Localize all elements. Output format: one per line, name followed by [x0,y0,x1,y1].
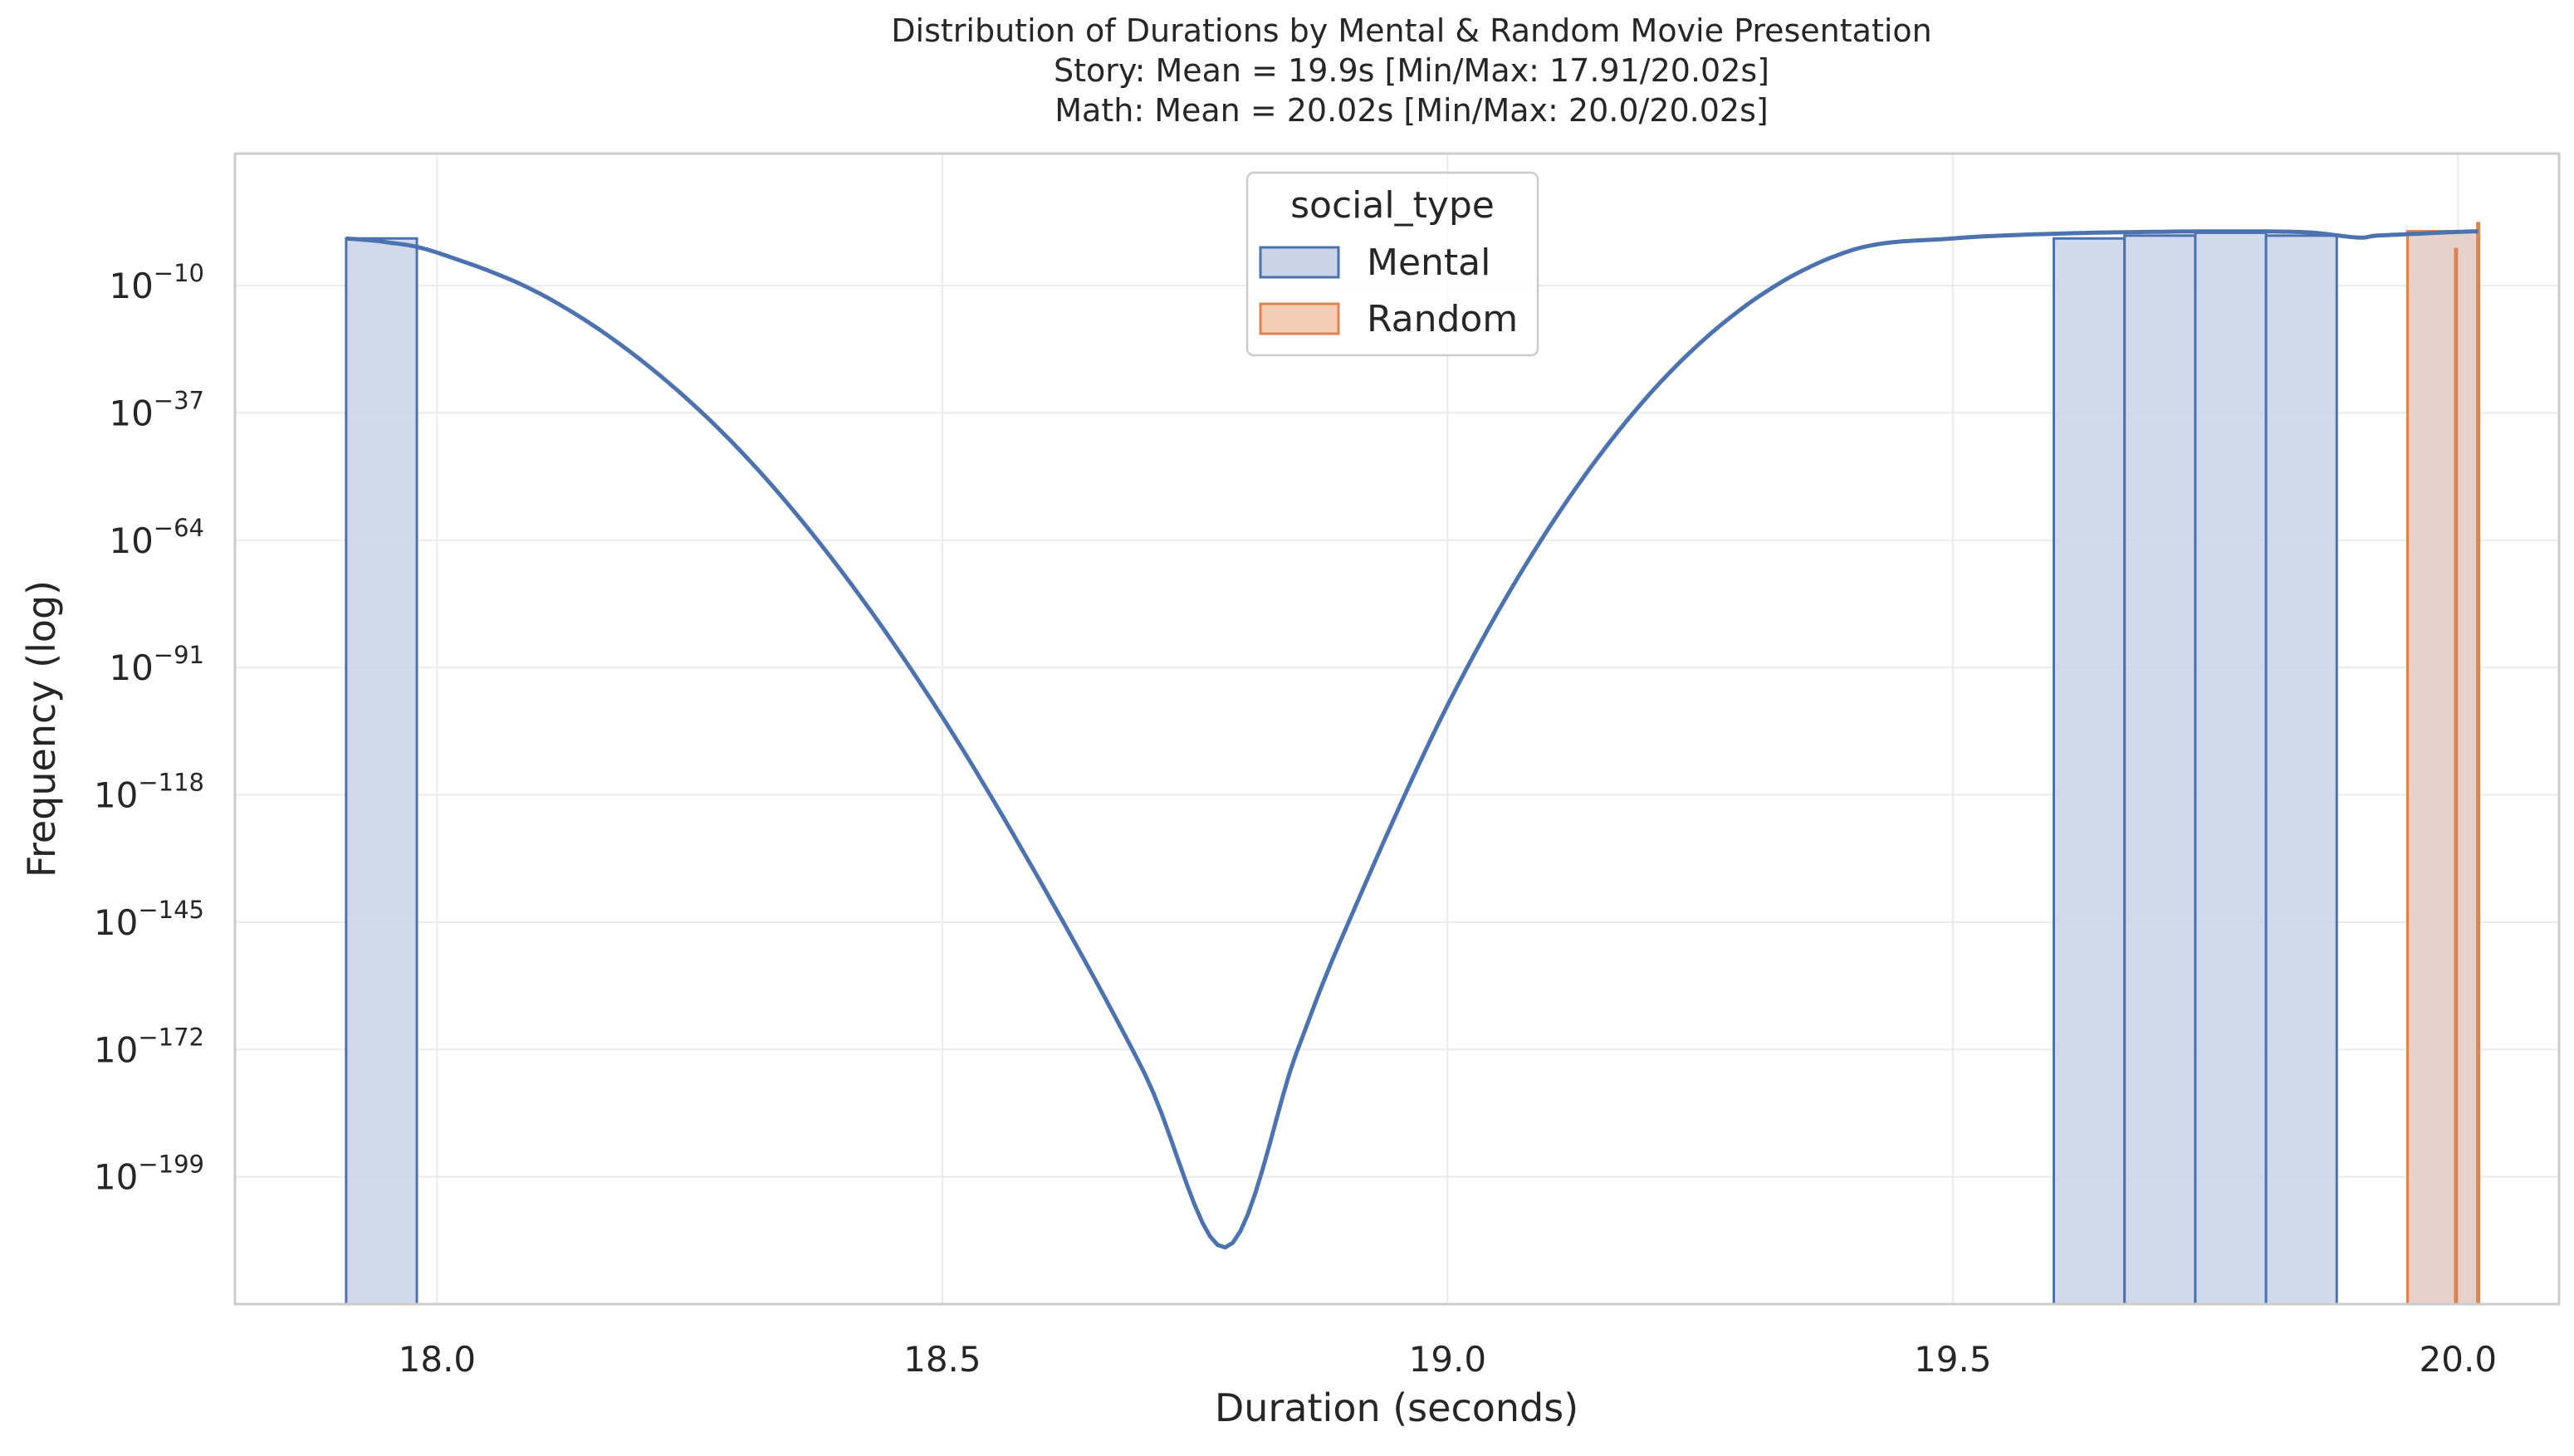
legend-label-random: Random [1367,298,1518,340]
chart-title: Distribution of Durations by Mental & Ra… [891,12,1931,129]
legend-swatch-mental [1259,246,1340,279]
y-tick-label: 10−145 [94,896,204,943]
legend-title: social_type [1290,184,1495,227]
x-tick-label: 18.0 [399,1339,477,1380]
kde-curves [345,229,2479,1250]
random-spikes [2454,222,2481,1304]
mental-kde-line [345,229,2479,1250]
y-tick-label: 10−37 [109,386,204,433]
x-tick-label: 20.0 [2420,1339,2498,1380]
x-axis-ticks: 18.0 18.5 19.0 19.5 20.0 [399,1339,2497,1380]
y-axis-label: Frequency (log) [19,580,64,877]
title-line-1: Distribution of Durations by Mental & Ra… [891,12,1931,49]
y-tick-label: 10−91 [109,641,204,688]
y-axis-ticks: 10−10 10−37 10−64 10−91 10−118 10−145 10−172 10… [94,259,204,1198]
legend-swatch-random [1259,302,1340,335]
histogram-bars [345,230,2480,1306]
y-tick-label: 10−172 [94,1023,204,1070]
mental-bar [2053,237,2126,1306]
x-axis-label: Duration (seconds) [1215,1385,1578,1430]
mental-bar [2123,234,2197,1306]
y-tick-label: 10−64 [109,514,204,561]
legend-label-mental: Mental [1367,242,1490,284]
title-line-3: Math: Mean = 20.02s [Min/Max: 20.0/20.02… [1055,92,1768,129]
random-bar [2405,230,2480,1306]
y-tick-label: 10−199 [94,1151,204,1198]
y-tick-label: 10−118 [94,769,204,816]
mental-bar [345,237,418,1306]
x-tick-label: 19.0 [1409,1339,1487,1380]
title-line-2: Story: Mean = 19.9s [Min/Max: 17.91/20.0… [1054,52,1769,89]
x-tick-label: 18.5 [903,1339,981,1380]
plot-frame [233,152,2561,1306]
x-tick-label: 19.5 [1914,1339,1992,1380]
mental-bar [2194,231,2268,1306]
y-tick-label: 10−10 [109,259,204,306]
mental-bar [2264,234,2338,1306]
legend: social_type Mental Random [1245,171,1539,357]
